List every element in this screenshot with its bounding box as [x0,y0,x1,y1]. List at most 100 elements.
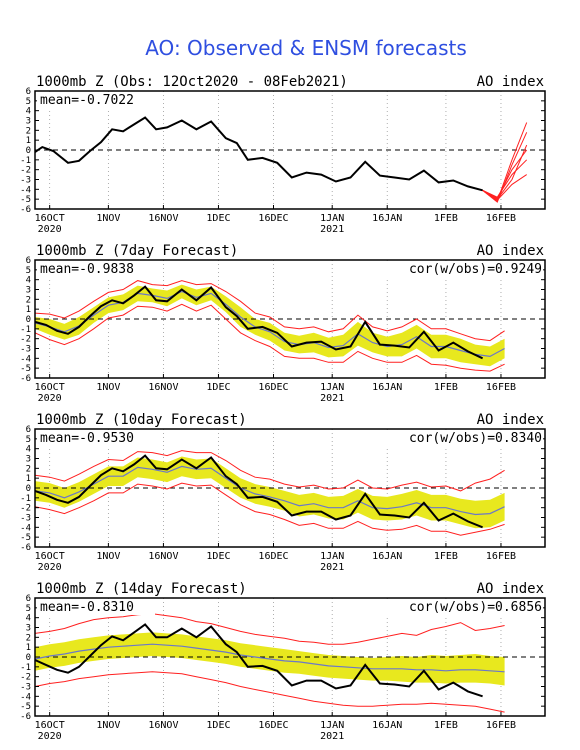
range-lower-line [34,671,505,713]
observed-line [34,116,483,192]
y-tick-label: 4 [26,614,31,624]
y-tick-label: 3 [26,117,31,127]
y-tick-label: -4 [20,185,31,195]
x-tick-label: 1DEC [206,213,230,224]
y-tick-label: 3 [26,286,31,296]
x-tick-label: 16JAN [372,213,402,224]
y-tick-label: 6 [26,256,31,266]
corr-label-bg [380,431,543,446]
observed-line [34,285,484,360]
y-tick-label: -1 [20,156,31,166]
y-tick-label: -3 [20,514,31,524]
mean-label-bg [37,600,155,615]
range-lower-line [34,303,505,372]
x-tick-label-line: 16NOV [148,382,178,393]
y-tick-label: 3 [26,624,31,634]
x-tick-label-line: 16OCT [35,213,65,224]
y-tick-label: 2 [26,633,31,643]
x-tick-label-line: 16NOV [148,551,178,562]
x-tick-label: 16OCT 2020 [35,213,65,235]
y-tick-label: -3 [20,683,31,693]
y-tick-label: -2 [20,166,31,176]
y-tick-label: 3 [26,455,31,465]
corr-label: cor(w/obs)=0.9249 [409,262,542,277]
chart-panel-4: 1000mb Z (14day Forecast) AO index 6543210… [20,581,546,742]
mean-label-bg [37,431,155,446]
x-tick-label-line: 1DEC [206,213,230,224]
x-tick-label: 16DEC [258,551,288,562]
x-tick-label-line: 16OCT [35,551,65,562]
panel-title: 1000mb Z (10day Forecast) [36,412,247,428]
x-tick-label-line: 1DEC [206,382,230,393]
y-tick-label: -4 [20,523,31,533]
y-tick-label: -4 [20,354,31,364]
y-tick-label: 1 [26,474,31,484]
x-tick-label-line: 1FEB [434,213,458,224]
x-tick-label-line: 1JAN [320,382,344,393]
x-tick-label-line: 1NOV [96,551,120,562]
y-tick-label: 2 [26,295,31,305]
y-tick-label: 5 [26,604,31,614]
x-tick-label: 16FEB [486,213,516,224]
x-tick-label: 1FEB [434,213,458,224]
y-tick-label: 4 [26,107,31,117]
x-tick-label: 1FEB [434,551,458,562]
x-tick-label-line: 1DEC [206,551,230,562]
y-tick-label: 6 [26,594,31,604]
y-tick-label: 5 [26,266,31,276]
y-tick-label: 5 [26,435,31,445]
x-tick-label: 16JAN [372,720,402,731]
x-tick-label-line: 16NOV [148,213,178,224]
chart-panel-2: 1000mb Z (7day Forecast) AO index6543210-… [20,243,546,404]
x-tick-label-line: 16JAN [372,382,402,393]
corr-label: cor(w/obs)=0.6856 [409,600,542,615]
x-tick-label: 1DEC [206,382,230,393]
y-tick-label: -3 [20,176,31,186]
forecast-member-line [482,132,528,203]
x-tick-label: 1NOV [96,213,120,224]
mean-label-bg [37,262,155,277]
y-tick-label: -5 [20,533,31,543]
y-tick-label: 0 [26,146,31,156]
x-tick-label-line: 1NOV [96,720,120,731]
x-tick-label-line: 1JAN [320,213,344,224]
y-tick-label: 2 [26,464,31,474]
x-tick-label-line: 16FEB [486,720,516,731]
x-tick-label: 1JAN 2021 [320,382,344,404]
forecast-member-line [482,174,527,201]
y-tick-label: -1 [20,325,31,335]
x-tick-label: 1JAN 2021 [320,720,344,742]
x-tick-label: 16JAN [372,551,402,562]
x-tick-label-line: 2020 [38,393,62,404]
x-tick-label: 16NOV [148,720,178,731]
x-tick-label-line: 16JAN [372,720,402,731]
x-tick-label-line: 2021 [320,393,344,404]
x-tick-label: 16OCT 2020 [35,382,65,404]
panel-title: 1000mb Z (7day Forecast) [36,243,238,259]
x-tick-label-line: 16OCT [35,720,65,731]
x-tick-label: 1DEC [206,720,230,731]
x-tick-label-line: 1NOV [96,382,120,393]
mean-label-bg [37,93,155,108]
x-tick-label: 16FEB [486,551,516,562]
y-tick-label: -5 [20,702,31,712]
x-tick-label: 1DEC [206,551,230,562]
observed-line [34,454,483,529]
x-tick-label-line: 1FEB [434,720,458,731]
range-upper-line [34,613,505,645]
y-tick-label: 1 [26,305,31,315]
x-tick-label: 1NOV [96,720,120,731]
chart-panel-1: 1000mb Z (Obs: 12Oct2020 - 08Feb2021) AO … [20,74,546,235]
y-tick-label: 0 [26,484,31,494]
y-tick-label: -6 [20,543,31,553]
y-tick-label: -1 [20,663,31,673]
y-tick-label: -5 [20,195,31,205]
spread-band [35,456,505,529]
x-tick-label-line: 16JAN [372,213,402,224]
x-tick-label-line: 1NOV [96,213,120,224]
x-tick-label: 16NOV [148,551,178,562]
y-tick-label: 2 [26,126,31,136]
mean-label: mean=-0.8310 [40,600,134,615]
x-tick-label-line: 2020 [38,731,62,742]
